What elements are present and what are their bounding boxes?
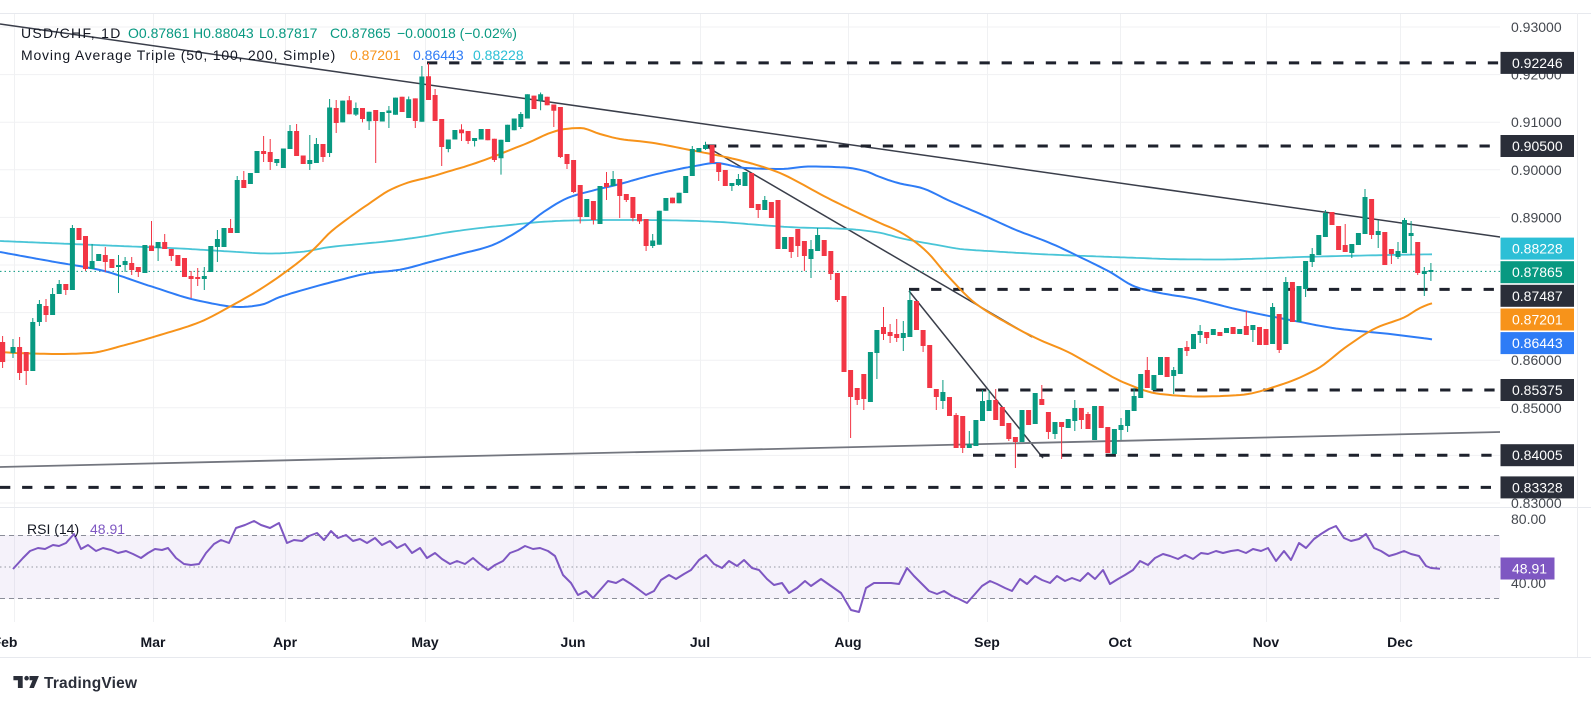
svg-text:0.93000: 0.93000 [1511, 19, 1562, 35]
svg-text:Dec: Dec [1387, 634, 1413, 650]
svg-text:0.83000: 0.83000 [1511, 495, 1562, 511]
svg-text:80.00: 80.00 [1511, 511, 1546, 527]
svg-text:Jul: Jul [690, 634, 710, 650]
svg-text:0.87201: 0.87201 [1512, 312, 1563, 328]
svg-text:Moving Average Triple (50, 100: Moving Average Triple (50, 100, 200, Sim… [21, 47, 336, 63]
svg-text:0.91000: 0.91000 [1511, 114, 1562, 130]
svg-text:0.86443: 0.86443 [1512, 335, 1563, 351]
svg-text:0.92246: 0.92246 [1512, 55, 1563, 71]
svg-text:RSI (14): RSI (14) [27, 521, 79, 537]
svg-text:0.90000: 0.90000 [1511, 162, 1562, 178]
svg-text:USD/CHF, 1D: USD/CHF, 1D [21, 25, 122, 41]
svg-text:0.88228: 0.88228 [473, 47, 524, 63]
svg-text:0.90500: 0.90500 [1512, 138, 1563, 154]
svg-text:0.86443: 0.86443 [413, 47, 464, 63]
svg-text:H0.88043: H0.88043 [193, 25, 254, 41]
svg-text:O0.87861: O0.87861 [128, 25, 190, 41]
svg-text:0.84005: 0.84005 [1512, 447, 1563, 463]
svg-text:May: May [411, 634, 438, 650]
svg-text:0.87865: 0.87865 [1512, 264, 1563, 280]
svg-text:TradingView: TradingView [44, 675, 138, 692]
svg-text:Feb: Feb [0, 634, 17, 650]
svg-text:0.87487: 0.87487 [1512, 288, 1563, 304]
svg-text:Mar: Mar [141, 634, 166, 650]
svg-text:0.87201: 0.87201 [350, 47, 401, 63]
svg-text:L0.87817: L0.87817 [259, 25, 318, 41]
svg-text:0.85000: 0.85000 [1511, 400, 1562, 416]
svg-text:0.89000: 0.89000 [1511, 209, 1562, 225]
svg-text:Apr: Apr [273, 634, 298, 650]
svg-text:0.85375: 0.85375 [1512, 382, 1563, 398]
svg-text:Aug: Aug [834, 634, 861, 650]
svg-text:48.91: 48.91 [90, 521, 125, 537]
svg-text:C0.87865: C0.87865 [330, 25, 391, 41]
svg-text:0.88228: 0.88228 [1512, 241, 1563, 257]
svg-text:0.83328: 0.83328 [1512, 479, 1563, 495]
svg-text:Oct: Oct [1108, 634, 1132, 650]
svg-text:Jun: Jun [561, 634, 586, 650]
svg-text:Nov: Nov [1253, 634, 1280, 650]
svg-text:Sep: Sep [974, 634, 1000, 650]
svg-text:0.86000: 0.86000 [1511, 352, 1562, 368]
svg-text:48.91: 48.91 [1512, 561, 1547, 577]
svg-text:−0.00018 (−0.02%): −0.00018 (−0.02%) [397, 25, 517, 41]
